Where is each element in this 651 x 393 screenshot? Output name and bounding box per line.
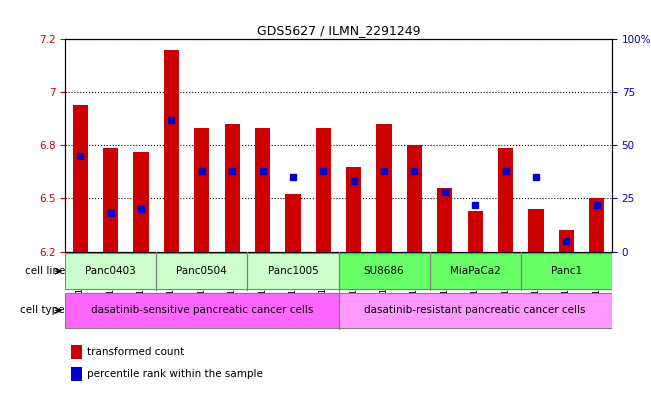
FancyBboxPatch shape xyxy=(247,253,339,289)
Text: percentile rank within the sample: percentile rank within the sample xyxy=(87,369,263,379)
Bar xyxy=(73,105,88,252)
FancyBboxPatch shape xyxy=(65,253,156,289)
Text: dasatinib-sensitive pancreatic cancer cells: dasatinib-sensitive pancreatic cancer ce… xyxy=(90,305,313,316)
Bar xyxy=(70,345,81,359)
Bar xyxy=(285,194,301,252)
Bar xyxy=(225,124,240,252)
Bar xyxy=(498,147,513,252)
Text: transformed count: transformed count xyxy=(87,347,184,357)
Bar xyxy=(529,209,544,252)
FancyBboxPatch shape xyxy=(430,253,521,289)
Text: Panc0403: Panc0403 xyxy=(85,266,136,276)
Bar xyxy=(194,129,210,252)
Bar xyxy=(255,129,270,252)
Text: SU8686: SU8686 xyxy=(364,266,404,276)
Bar xyxy=(407,145,422,252)
Text: MiaPaCa2: MiaPaCa2 xyxy=(450,266,501,276)
Bar xyxy=(70,367,81,381)
FancyBboxPatch shape xyxy=(521,253,612,289)
FancyBboxPatch shape xyxy=(339,253,430,289)
Text: Panc0504: Panc0504 xyxy=(176,266,227,276)
Bar xyxy=(164,50,179,252)
Bar xyxy=(376,124,392,252)
Title: GDS5627 / ILMN_2291249: GDS5627 / ILMN_2291249 xyxy=(256,24,421,37)
FancyBboxPatch shape xyxy=(156,253,247,289)
FancyBboxPatch shape xyxy=(65,293,339,328)
Bar xyxy=(316,129,331,252)
Text: Panc1005: Panc1005 xyxy=(268,266,318,276)
Bar xyxy=(346,167,361,252)
Bar xyxy=(467,211,483,252)
Bar xyxy=(589,198,604,252)
Bar xyxy=(103,147,118,252)
Text: cell type: cell type xyxy=(20,305,65,316)
Bar xyxy=(133,152,148,252)
Text: cell line: cell line xyxy=(25,266,65,276)
Text: Panc1: Panc1 xyxy=(551,266,582,276)
FancyBboxPatch shape xyxy=(339,293,612,328)
Bar xyxy=(559,230,574,252)
Bar xyxy=(437,188,452,252)
Text: dasatinib-resistant pancreatic cancer cells: dasatinib-resistant pancreatic cancer ce… xyxy=(365,305,586,316)
